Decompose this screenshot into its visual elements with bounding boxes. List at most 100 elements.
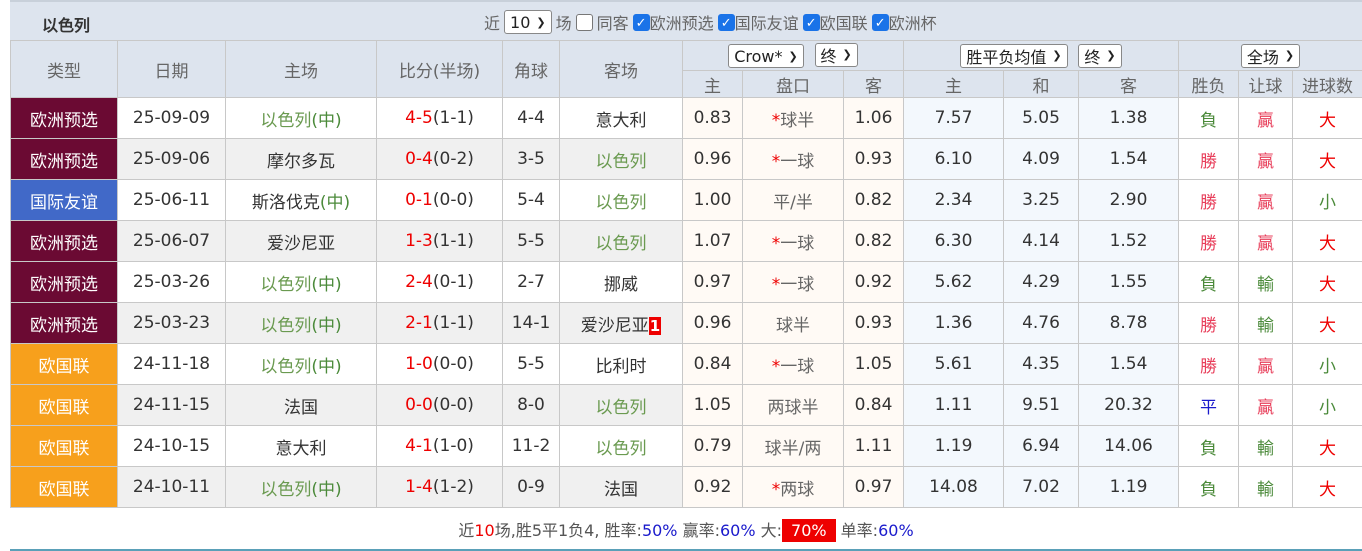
home-team-name: 以色列 [260, 111, 311, 131]
home-team-name: 以色列 [260, 275, 311, 295]
match-type[interactable]: 欧洲预选 [11, 262, 118, 303]
table-row[interactable]: 欧洲预选 25-03-26 以色列(中) 2-4(0-1) 2-7 挪威 0.9… [11, 262, 1362, 303]
result-goals: 大 [1293, 221, 1362, 262]
result-wdl: 勝 [1179, 221, 1239, 262]
home-team[interactable]: 爱沙尼亚 [226, 221, 377, 262]
corners: 3-5 [503, 139, 560, 180]
odds-draw: 4.76 [1004, 303, 1079, 344]
home-team[interactable]: 法国 [226, 385, 377, 426]
handicap-line: 球半 [743, 303, 844, 344]
league-checkbox[interactable]: ✓ [872, 14, 889, 31]
corners: 11-2 [503, 426, 560, 467]
away-team[interactable]: 以色列 [560, 221, 683, 262]
league-checkbox[interactable]: ✓ [718, 14, 735, 31]
company-select[interactable]: Crow*❯ [728, 44, 804, 68]
match-type[interactable]: 欧洲预选 [11, 221, 118, 262]
avg-select[interactable]: 胜平负均值❯ [960, 44, 1067, 68]
handicap-line: 两球半 [743, 385, 844, 426]
handicap-stage-select[interactable]: 终❯ [815, 43, 858, 67]
away-team[interactable]: 以色列 [560, 180, 683, 221]
match-type[interactable]: 欧洲预选 [11, 139, 118, 180]
odds-draw: 4.35 [1004, 344, 1079, 385]
home-team[interactable]: 斯洛伐克(中) [226, 180, 377, 221]
home-team[interactable]: 摩尔多瓦 [226, 139, 377, 180]
home-team[interactable]: 以色列(中) [226, 344, 377, 385]
handicap-line-value: 球半 [776, 316, 810, 336]
match-type[interactable]: 欧洲预选 [11, 303, 118, 344]
score[interactable]: 4-5(1-1) [377, 98, 503, 139]
table-row[interactable]: 欧国联 24-11-15 法国 0-0(0-0) 8-0 以色列 1.05 两球… [11, 385, 1362, 426]
score[interactable]: 4-1(1-0) [377, 426, 503, 467]
star-icon: * [772, 234, 781, 254]
home-team[interactable]: 以色列(中) [226, 467, 377, 508]
odds-win: 6.10 [904, 139, 1004, 180]
home-team[interactable]: 以色列(中) [226, 98, 377, 139]
full-score: 4-1 [405, 436, 433, 456]
home-team-name: 以色列 [260, 357, 311, 377]
neutral-marker: (中) [311, 480, 341, 500]
result-handicap: 贏 [1239, 385, 1293, 426]
match-type[interactable]: 国际友谊 [11, 180, 118, 221]
home-team-name: 以色列 [260, 316, 311, 336]
match-type[interactable]: 欧国联 [11, 426, 118, 467]
score[interactable]: 1-0(0-0) [377, 344, 503, 385]
scope-select[interactable]: 全场❯ [1241, 44, 1300, 68]
away-team[interactable]: 意大利 [560, 98, 683, 139]
away-team[interactable]: 比利时 [560, 344, 683, 385]
score[interactable]: 2-4(0-1) [377, 262, 503, 303]
handicap-header: Crow*❯ 终❯ [683, 41, 904, 71]
score[interactable]: 0-1(0-0) [377, 180, 503, 221]
handicap-home-odds: 0.92 [683, 467, 743, 508]
score[interactable]: 1-4(1-2) [377, 467, 503, 508]
away-team[interactable]: 爱沙尼亚1 [560, 303, 683, 344]
away-team[interactable]: 以色列 [560, 385, 683, 426]
odds-win: 7.57 [904, 98, 1004, 139]
league-checkbox[interactable]: ✓ [633, 14, 650, 31]
result-goals: 大 [1293, 303, 1362, 344]
home-team[interactable]: 以色列(中) [226, 303, 377, 344]
table-row[interactable]: 欧洲预选 25-03-23 以色列(中) 2-1(1-1) 14-1 爱沙尼亚1… [11, 303, 1362, 344]
away-team-name: 比利时 [596, 357, 647, 377]
table-row[interactable]: 国际友谊 25-06-11 斯洛伐克(中) 0-1(0-0) 5-4 以色列 1… [11, 180, 1362, 221]
table-row[interactable]: 欧国联 24-10-11 以色列(中) 1-4(1-2) 0-9 法国 0.92… [11, 467, 1362, 508]
match-type[interactable]: 欧国联 [11, 344, 118, 385]
handicap-away-odds: 0.93 [844, 139, 904, 180]
table-row[interactable]: 欧国联 24-10-15 意大利 4-1(1-0) 11-2 以色列 0.79 … [11, 426, 1362, 467]
league-label: 欧国联 [820, 10, 868, 34]
red-card-badge: 1 [649, 317, 661, 335]
odds-win: 14.08 [904, 467, 1004, 508]
table-row[interactable]: 欧洲预选 25-09-09 以色列(中) 4-5(1-1) 4-4 意大利 0.… [11, 98, 1362, 139]
match-count-select[interactable]: 10❯ [504, 10, 552, 34]
handicap-line-value: 球半/两 [765, 439, 822, 459]
home-team-name: 以色列 [260, 480, 311, 500]
home-team[interactable]: 意大利 [226, 426, 377, 467]
score[interactable]: 1-3(1-1) [377, 221, 503, 262]
half-score: (1-2) [433, 477, 474, 497]
match-type[interactable]: 欧国联 [11, 467, 118, 508]
away-team[interactable]: 法国 [560, 467, 683, 508]
league-checkbox[interactable]: ✓ [803, 14, 820, 31]
odds-win: 5.62 [904, 262, 1004, 303]
handicap-stage-value: 终 [821, 43, 837, 67]
home-team-name: 法国 [284, 398, 318, 418]
handicap-away-odds: 0.93 [844, 303, 904, 344]
score[interactable]: 2-1(1-1) [377, 303, 503, 344]
match-type[interactable]: 欧国联 [11, 385, 118, 426]
away-team[interactable]: 以色列 [560, 426, 683, 467]
table-row[interactable]: 欧洲预选 25-06-07 爱沙尼亚 1-3(1-1) 5-5 以色列 1.07… [11, 221, 1362, 262]
avg-stage-value: 终 [1084, 44, 1100, 68]
same-guest-checkbox[interactable] [576, 14, 593, 31]
away-team[interactable]: 以色列 [560, 139, 683, 180]
home-team[interactable]: 以色列(中) [226, 262, 377, 303]
score[interactable]: 0-4(0-2) [377, 139, 503, 180]
match-date: 24-10-15 [118, 426, 226, 467]
avg-stage-select[interactable]: 终❯ [1078, 44, 1121, 68]
match-type[interactable]: 欧洲预选 [11, 98, 118, 139]
score[interactable]: 0-0(0-0) [377, 385, 503, 426]
scope-value: 全场 [1247, 44, 1279, 68]
table-row[interactable]: 欧洲预选 25-09-06 摩尔多瓦 0-4(0-2) 3-5 以色列 0.96… [11, 139, 1362, 180]
handicap-away-odds: 0.84 [844, 385, 904, 426]
table-row[interactable]: 欧国联 24-11-18 以色列(中) 1-0(0-0) 5-5 比利时 0.8… [11, 344, 1362, 385]
away-team[interactable]: 挪威 [560, 262, 683, 303]
match-table: 类型 日期 主场 比分(半场) 角球 客场 Crow*❯ 终❯ 胜平负均值❯ 终… [10, 40, 1362, 508]
